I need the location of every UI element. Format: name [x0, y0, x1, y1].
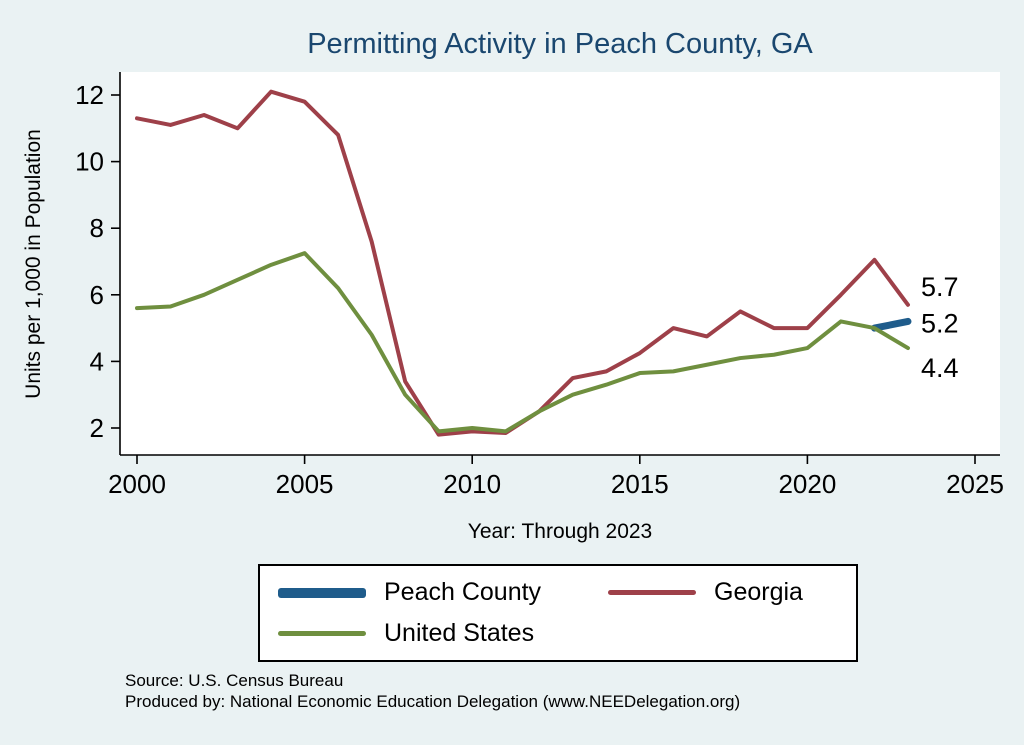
chart-title: Permitting Activity in Peach County, GA — [307, 28, 813, 60]
x-axis-title: Year: Through 2023 — [467, 520, 653, 543]
legend-label: Peach County — [384, 578, 542, 606]
y-tick-label: 10 — [75, 147, 104, 177]
legend-entry-georgia: Georgia — [608, 578, 856, 607]
legend-label: Georgia — [714, 578, 803, 606]
plot-background — [120, 72, 1000, 455]
end-label-5.7: 5.7 — [921, 272, 959, 302]
x-tick-label: 2000 — [108, 469, 166, 499]
x-tick-label: 2025 — [946, 469, 1004, 499]
end-label-5.2: 5.2 — [921, 308, 959, 338]
series-line-peach-county — [870, 317, 912, 332]
legend-label: United States — [384, 619, 535, 647]
series-line-united-states — [135, 251, 910, 434]
x-tick-label: 2005 — [276, 469, 334, 499]
x-tick-label: 2015 — [611, 469, 669, 499]
end-label-4.4: 4.4 — [921, 353, 959, 383]
legend: Peach County Georgia United States — [258, 564, 858, 662]
y-tick-label: 4 — [90, 346, 104, 376]
x-tick-label: 2010 — [443, 469, 501, 499]
y-tick-label: 2 — [90, 413, 104, 443]
y-tick-label: 6 — [90, 280, 104, 310]
y-tick-label: 12 — [75, 80, 104, 110]
legend-entry-peach-county: Peach County — [278, 578, 608, 607]
georgia-line-swatch — [608, 590, 696, 595]
y-tick-label: 8 — [90, 213, 104, 243]
x-tick-label: 2020 — [778, 469, 836, 499]
peach-county-line-swatch — [278, 587, 366, 598]
source-line: Source: U.S. Census Bureau — [125, 671, 344, 690]
y-axis-title: Units per 1,000 in Population — [22, 129, 45, 399]
legend-entry-united-states: United States — [278, 619, 608, 648]
united-states-line-swatch — [278, 631, 366, 636]
source-note: Source: U.S. Census Bureau Produced by: … — [125, 670, 740, 712]
credit-line: Produced by: National Economic Education… — [125, 692, 741, 711]
legend-grid: Peach County Georgia United States — [260, 578, 856, 648]
